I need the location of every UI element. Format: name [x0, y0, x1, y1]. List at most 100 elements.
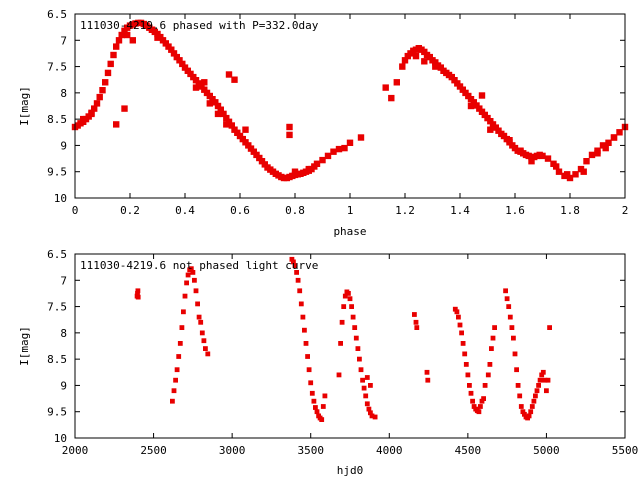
phased-data-point — [206, 100, 213, 107]
phased-y-tick-label: 8.5 — [47, 113, 67, 126]
unphased-data-point — [135, 291, 140, 296]
phased-data-point — [154, 34, 161, 41]
phased-x-tick-label: 1.2 — [395, 204, 415, 217]
phased-data-point — [588, 151, 596, 159]
phased-y-ticks: 6.5 7 7.5 8 8.5 9 9.5 10 — [47, 8, 625, 205]
phased-data-point — [602, 144, 609, 152]
phased-data-point — [583, 158, 590, 165]
unphased-data-point — [295, 277, 301, 283]
phased-data-point — [179, 60, 186, 68]
unphased-data-point — [179, 325, 185, 330]
unphased-data-point — [357, 356, 362, 362]
unphased-data-point — [347, 296, 353, 302]
phased-x-tick-label: 1.6 — [505, 204, 525, 217]
unphased-data-point — [481, 396, 486, 401]
unphased-data-point — [470, 398, 475, 404]
unphased-data-point — [533, 393, 538, 399]
unphased-data-point — [135, 288, 141, 294]
unphased-y-tick-label: 7.5 — [47, 301, 67, 314]
phased-data-point — [93, 100, 101, 107]
phased-x-axis-label: phase — [333, 225, 366, 238]
unphased-data-point — [203, 346, 208, 351]
phased-data-point — [242, 126, 249, 133]
phased-data-point — [231, 76, 238, 83]
phased-data-point — [118, 31, 125, 39]
unphased-data-point — [308, 380, 314, 386]
unphased-data-point — [314, 409, 320, 415]
phased-x-ticks: 0 0.2 0.4 0.6 0.8 1 1.2 1.4 1.6 1.8 2 — [72, 14, 629, 217]
unphased-data-point — [537, 377, 543, 383]
phased-data-point — [286, 131, 293, 139]
unphased-x-axis-label: hjd0 — [337, 464, 364, 477]
unphased-data-point — [188, 266, 194, 272]
unphased-y-tick-label: 10 — [54, 432, 67, 445]
unphased-data-point — [173, 377, 178, 383]
phased-data-point — [319, 156, 326, 164]
phased-data-point — [286, 123, 293, 131]
unphased-data-point — [366, 406, 372, 412]
phased-y-tick-label: 10 — [54, 192, 67, 205]
phased-data-point — [113, 121, 120, 128]
phased-data-point — [553, 163, 560, 170]
unphased-data-point — [457, 322, 463, 328]
unphased-data-point — [322, 393, 328, 399]
phased-y-tick-label: 8 — [60, 87, 67, 100]
unphased-data-point — [454, 309, 460, 315]
phased-y-tick-label: 9.5 — [47, 166, 67, 179]
phased-data-point — [96, 93, 103, 101]
unphased-data-point — [369, 413, 375, 419]
phased-data-point — [110, 51, 117, 59]
phased-x-tick-label: 2 — [622, 204, 629, 217]
unphased-y-tick-label: 7 — [60, 274, 67, 287]
unphased-data-point — [355, 346, 361, 351]
unphased-data-point — [506, 304, 512, 309]
phased-data-point — [176, 57, 183, 64]
unphased-data-point — [425, 377, 431, 383]
unphased-data-point — [185, 272, 191, 278]
phased-data-point — [393, 79, 400, 86]
phased-x-tick-label: 0.6 — [230, 204, 250, 217]
phased-data-point — [346, 139, 354, 146]
phased-data-point — [91, 105, 98, 112]
unphased-data-point — [182, 293, 188, 299]
unphased-data-point — [361, 385, 367, 391]
unphased-data-point — [319, 417, 325, 422]
phased-data-point — [212, 99, 219, 106]
unphased-data-point — [353, 335, 359, 341]
unphased-data-point — [302, 327, 307, 333]
unphased-data-point — [352, 325, 358, 330]
phased-data-point — [544, 155, 552, 162]
unphased-x-tick-label: 3000 — [219, 444, 246, 457]
phased-data-point — [99, 87, 106, 94]
unphased-data-point — [490, 335, 496, 341]
phased-data-point — [382, 84, 389, 91]
phased-data-point — [239, 135, 246, 143]
unphased-data-point — [320, 404, 326, 409]
unphased-data-point — [412, 312, 417, 317]
unphased-data-point — [339, 319, 345, 325]
unphased-x-tick-label: 4500 — [455, 444, 482, 457]
unphased-data-point — [539, 372, 545, 378]
unphased-data-point — [531, 398, 537, 404]
unphased-data-point — [336, 372, 342, 378]
phased-data-point — [148, 26, 156, 33]
unphased-x-tick-label: 4000 — [376, 444, 403, 457]
phased-data-point — [214, 102, 222, 110]
unphased-data-point — [184, 280, 189, 286]
unphased-x-ticks: 2000 2500 3000 3500 4000 4500 5000 5500 — [62, 254, 638, 457]
phased-x-tick-label: 1 — [347, 204, 354, 217]
unphased-data-point — [528, 409, 534, 415]
phased-data-point — [605, 139, 612, 146]
unphased-data-point — [544, 388, 549, 394]
unphased-data-point — [504, 296, 510, 302]
unphased-data-point — [503, 288, 508, 294]
unphased-data-point — [350, 314, 356, 320]
phased-data-point — [388, 94, 395, 102]
unphased-data-point — [476, 409, 482, 415]
phased-data-point — [201, 79, 208, 86]
unphased-chart-title: 111030-4219.6 not phased light curve — [80, 259, 318, 272]
unphased-data-point — [517, 393, 523, 399]
phased-data-point — [291, 168, 299, 175]
unphased-data-point — [291, 259, 296, 265]
phased-y-tick-label: 9 — [60, 139, 67, 152]
